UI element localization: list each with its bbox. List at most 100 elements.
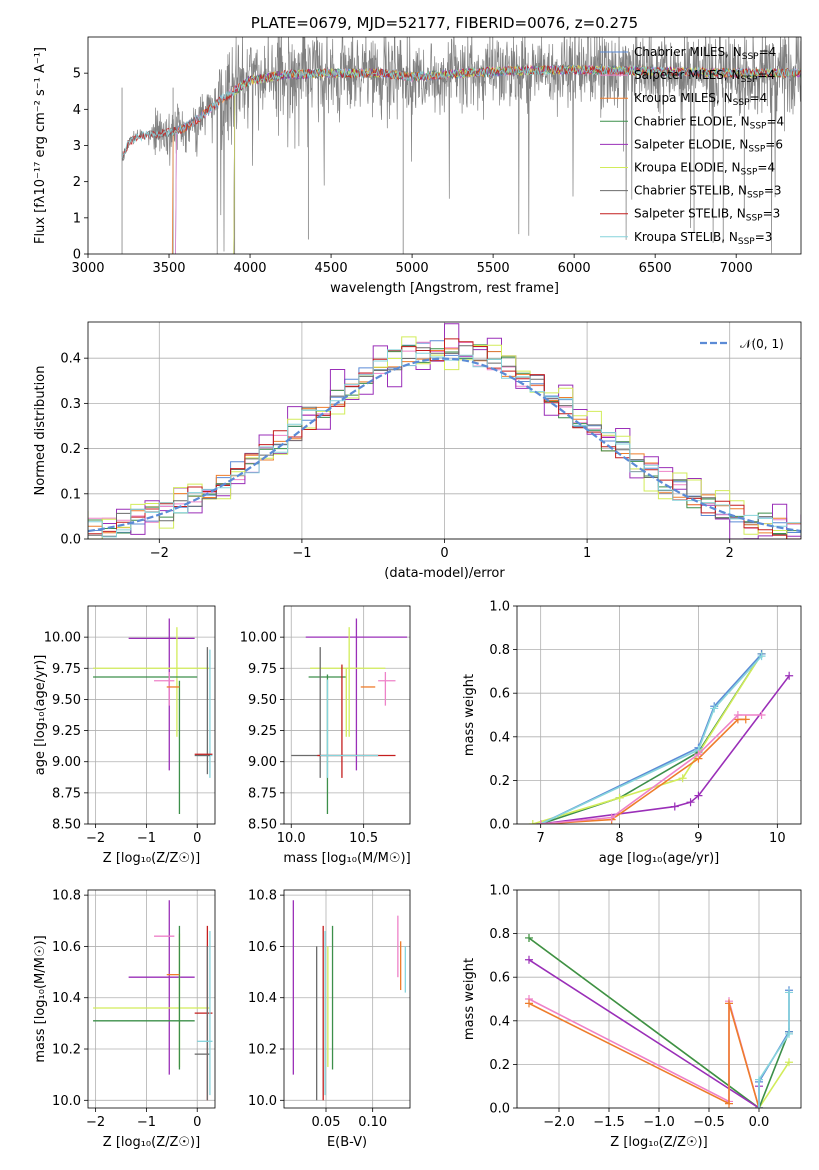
plot-frame: [87, 605, 216, 825]
x-tick-label: 6500: [639, 261, 672, 276]
y-tick-label: 8.75: [52, 786, 81, 801]
x-axis-label: Z [log₁₀(Z/Z☉)]: [103, 1135, 200, 1150]
weight-line-chabrier_miles: [758, 990, 790, 1108]
weight-marker-salpeter_miles: [607, 813, 616, 822]
x-tick-label: 10: [769, 831, 786, 846]
x-axis-label: Z [log₁₀(Z/Z☉)]: [610, 1135, 707, 1150]
legend-label: Kroupa ELODIE, NSSP=4: [634, 161, 775, 178]
plot-frame: [87, 321, 802, 540]
x-tick-label: −1.5: [593, 1115, 625, 1130]
y-tick-label: 9.25: [52, 724, 81, 739]
legend-label: Chabrier ELODIE, NSSP=4: [634, 114, 784, 131]
legend-label: Kroupa STELIB, NSSP=3: [634, 230, 772, 247]
weight-marker-kroupa_elodie: [785, 1058, 793, 1067]
age_vs_Z-ticks: −2 −1 0 8.50 8.75 9.00 9.25 9.50 9.75 10.00 Z [log…: [33, 605, 216, 866]
y-tick-label: 2: [73, 175, 81, 190]
y-tick-label: 0.4: [60, 352, 81, 367]
x-tick-label: 0: [193, 1115, 201, 1130]
x-tick-label: 4000: [233, 261, 266, 276]
weight-marker-kroupa_miles: [725, 999, 733, 1008]
x-tick-label: −1: [137, 1115, 156, 1130]
y-tick-label: 0.8: [489, 643, 510, 658]
weight_vs_age-series: [528, 649, 794, 824]
y-tick-label: 10.8: [248, 889, 277, 904]
x-tick-label: 5500: [477, 261, 510, 276]
mass_vs_ebv-axes: [284, 890, 410, 1108]
weight-marker-salpeter_miles: [757, 711, 766, 719]
x-axis-label: (data-model)/error: [384, 566, 505, 581]
x-tick-label: 9: [694, 831, 702, 846]
x-tick-label: −1: [292, 546, 311, 561]
spectrum-ticks: 3000 3500 4000 4500 5000 5500 6000 6500 7000 0 1 2 3…: [33, 36, 802, 296]
y-tick-label: 0.6: [489, 971, 510, 986]
weight-marker-salpeter_miles: [694, 750, 703, 759]
x-axis-label: age [log₁₀(age/yr)]: [599, 851, 720, 866]
y-axis-label: mass [log₁₀(M/M☉)]: [33, 935, 48, 1062]
x-tick-label: 10.5: [349, 831, 378, 846]
y-tick-label: 10.00: [240, 631, 277, 646]
age_vs_mass-ticks: 10.0 10.5 8.50 8.75 9.00 9.25 9.50 9.75 10.00 mas…: [240, 605, 411, 866]
weight-marker-kroupa_elodie: [615, 793, 624, 802]
weight-marker-kroupa_stelib: [710, 704, 719, 713]
y-tick-label: 8.75: [248, 786, 277, 801]
y-axis-label: age [log₁₀(age/yr)]: [33, 655, 48, 776]
weight_vs_Z-ticks: −2.0 −1.5 −1.0 −0.5 0.0 0.0 0.2 0.4 0.6 0.8 1.0 Z […: [462, 884, 802, 1150]
y-tick-label: 0.0: [60, 533, 81, 548]
x-axis-label: mass [log₁₀(M/M☉)]: [283, 851, 410, 866]
plot-frame: [516, 605, 802, 825]
y-tick-label: 10.8: [52, 889, 81, 904]
mass_vs_ebv-points: [292, 900, 406, 1101]
weight-marker-salpeter_elodie: [785, 671, 794, 680]
x-tick-label: 0: [193, 831, 201, 846]
y-tick-label: 8.50: [248, 818, 277, 833]
y-tick-label: 0.2: [60, 442, 81, 457]
mass_vs_Z-ticks: −2 −1 0 10.0 10.2 10.4 10.6 10.8 Z [log₁₀(Z/Z☉)]…: [33, 889, 216, 1150]
y-tick-label: 0.4: [489, 1014, 510, 1029]
x-tick-label: 6000: [558, 261, 591, 276]
y-tick-label: 0.3: [60, 397, 81, 412]
legend-label: Kroupa MILES, NSSP=4: [634, 91, 767, 108]
plot-frame: [87, 36, 802, 255]
weight-line-chabrier_elodie: [528, 937, 790, 1108]
weight-marker-salpeter_elodie: [686, 798, 695, 807]
x-tick-label: 3500: [152, 261, 185, 276]
x-tick-label: −1: [137, 831, 156, 846]
y-tick-label: 0.1: [60, 487, 81, 502]
y-tick-label: 0.2: [489, 1058, 510, 1073]
x-tick-label: 0: [440, 546, 448, 561]
weight-line-salpeter_elodie: [540, 675, 790, 824]
y-axis-label: mass weight: [462, 958, 477, 1040]
histogram-salpeter_stelib: [88, 338, 801, 539]
y-tick-label: 0.4: [489, 730, 510, 745]
weight-marker-salpeter_miles: [536, 820, 545, 824]
y-axis-label: Flux [fλ10⁻¹⁷ erg cm⁻² s⁻¹ A⁻¹]: [33, 47, 48, 244]
x-axis-label: wavelength [Angstrom, rest frame]: [330, 281, 559, 296]
weight-line-kroupa_stelib: [540, 655, 763, 824]
y-tick-label: 10.2: [248, 1043, 277, 1058]
y-tick-label: 8.50: [52, 818, 81, 833]
y-tick-label: 0: [73, 248, 81, 263]
y-tick-label: 0.6: [489, 687, 510, 702]
weight-line-kroupa_elodie: [532, 653, 763, 824]
x-tick-label: 5000: [396, 261, 429, 276]
weight-marker-kroupa_stelib: [757, 652, 766, 661]
x-tick-label: −2: [86, 831, 105, 846]
chart-title: PLATE=0679, MJD=52177, FIBERID=0076, z=0…: [251, 14, 638, 32]
y-tick-label: 9.50: [248, 693, 277, 708]
y-tick-label: 10.6: [52, 940, 81, 955]
y-axis-label: Normed distribution: [33, 366, 48, 496]
x-tick-label: 0.0: [749, 1115, 770, 1130]
y-tick-label: 0.0: [489, 1102, 510, 1117]
weight-line-chabrier_miles: [540, 653, 763, 824]
y-tick-label: 10.6: [248, 940, 277, 955]
weight-marker-kroupa_elodie: [678, 774, 687, 783]
x-tick-label: −2: [86, 1115, 105, 1130]
x-tick-label: −0.5: [693, 1115, 725, 1130]
y-tick-label: 0.0: [489, 818, 510, 833]
weight-marker-kroupa_stelib: [785, 1029, 793, 1038]
mass_vs_ebv-ticks: 0.05 0.10 10.0 10.2 10.4 10.6 10.8 E(B-V): [248, 889, 411, 1150]
weight-marker-kroupa_miles: [525, 999, 533, 1008]
y-tick-label: 4: [73, 103, 81, 118]
x-tick-label: 7000: [720, 261, 753, 276]
